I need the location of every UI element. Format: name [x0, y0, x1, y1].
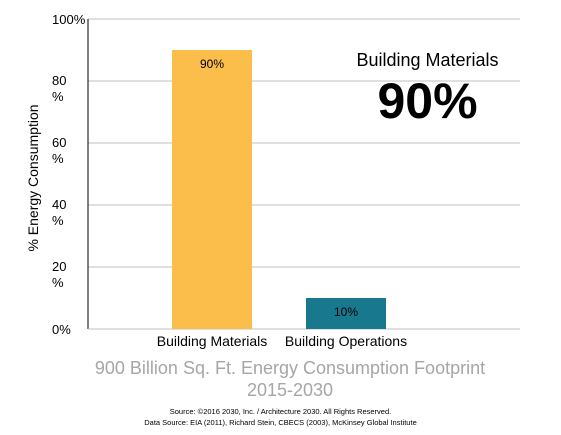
subtitle-line-2: 2015-2030 — [246, 380, 334, 400]
y-tick-label: 100% — [52, 12, 86, 27]
y-tick-label: 0% — [52, 322, 71, 337]
y-axis: 0% 20 % 40 % 60 % 80 % 100% — [52, 12, 520, 337]
subtitle-line-1: 900 Billion Sq. Ft. Energy Consumption F… — [94, 358, 486, 378]
y-tick-label: 20% — [52, 259, 66, 290]
x-tick-label: Building Operations — [285, 333, 407, 349]
source-line-2: Data Source: EIA (2011), Richard Stein, … — [144, 418, 417, 427]
x-tick-label: Building Materials — [157, 333, 268, 349]
y-tick-label: 40% — [52, 197, 66, 228]
y-axis-label: % Energy Consumption — [25, 104, 41, 252]
chart-subtitle: 900 Billion Sq. Ft. Energy Consumption F… — [40, 357, 540, 401]
bars: 90% 10% — [172, 50, 386, 329]
bar — [306, 298, 386, 329]
x-axis: Building Materials Building Operations — [157, 333, 407, 349]
source-line-1: Source: ©2016 2030, Inc. / Architecture … — [169, 407, 392, 416]
bar — [172, 50, 252, 329]
callout-label: Building Materials — [356, 50, 499, 70]
bar-value-label: 90% — [200, 57, 224, 71]
callout-value: 90% — [377, 73, 478, 129]
gridlines — [88, 18, 520, 268]
y-tick-label: 80% — [52, 73, 66, 104]
source-note: Source: ©2016 2030, Inc. / Architecture … — [0, 406, 561, 428]
bar-value-label: 10% — [334, 305, 358, 319]
y-tick-label: 60% — [52, 135, 66, 166]
